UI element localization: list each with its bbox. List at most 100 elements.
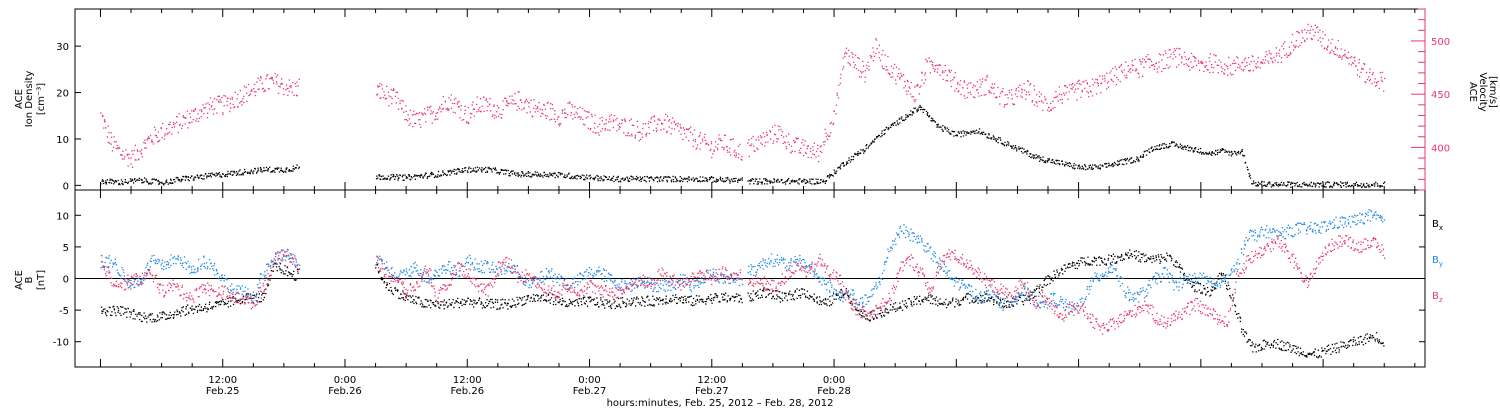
bx-point — [102, 310, 104, 313]
velocity-point — [177, 131, 179, 134]
velocity-point — [682, 138, 684, 141]
density-point — [1025, 151, 1028, 153]
velocity-point — [677, 122, 679, 125]
bx-point — [583, 302, 586, 304]
bx-point — [1114, 262, 1116, 264]
bx-point — [561, 303, 563, 305]
velocity-point — [695, 148, 697, 150]
bx-point — [440, 301, 442, 303]
bx-point — [982, 294, 984, 297]
velocity-point — [517, 105, 519, 108]
velocity-point — [1314, 24, 1316, 26]
velocity-point — [570, 114, 572, 116]
density-point — [570, 177, 572, 179]
bx-point — [109, 306, 111, 309]
velocity-point — [968, 82, 970, 84]
density-point — [1231, 151, 1233, 153]
velocity-point — [894, 79, 897, 81]
density-point — [1072, 167, 1074, 169]
velocity-point — [456, 103, 458, 105]
density-point — [1273, 185, 1275, 187]
bx-point — [981, 301, 984, 303]
density-point — [1119, 159, 1121, 162]
velocity-point — [493, 117, 495, 119]
velocity-point — [1301, 29, 1303, 32]
density-point — [1112, 165, 1114, 168]
bx-point — [659, 297, 661, 299]
bx-point — [1247, 339, 1250, 341]
velocity-point — [1297, 46, 1299, 48]
bx-point — [662, 299, 664, 302]
velocity-point — [1244, 66, 1246, 68]
density-point — [1185, 146, 1187, 148]
density-point — [1152, 149, 1154, 152]
bx-point — [548, 299, 550, 302]
velocity-point — [853, 66, 855, 68]
velocity-point — [599, 123, 601, 125]
bx-point — [398, 297, 400, 299]
velocity-point — [279, 86, 281, 88]
density-point — [662, 180, 664, 182]
velocity-point — [982, 78, 984, 80]
velocity-point — [1068, 84, 1071, 86]
velocity-point — [442, 96, 444, 98]
bx-point — [108, 306, 110, 308]
density-point — [1359, 185, 1361, 187]
velocity-point — [842, 57, 844, 59]
bx-point — [245, 298, 247, 300]
velocity-point — [610, 120, 612, 123]
bx-point — [590, 300, 592, 302]
velocity-point — [818, 160, 820, 163]
density-point — [1135, 158, 1138, 161]
velocity-point — [864, 70, 866, 72]
bx-point — [423, 305, 425, 308]
density-point — [828, 177, 831, 179]
velocity-point — [972, 96, 975, 98]
bx-point — [473, 306, 475, 308]
bx-point — [466, 300, 468, 302]
bx-point — [284, 273, 286, 275]
velocity-point — [486, 101, 489, 103]
density-point — [1089, 164, 1091, 166]
density-point — [418, 175, 421, 177]
velocity-point — [1282, 43, 1285, 45]
bx-point — [526, 298, 529, 300]
density-point — [873, 141, 875, 143]
bx-point — [262, 292, 264, 295]
density-point — [881, 130, 883, 132]
bx-point — [227, 306, 229, 308]
density-point — [908, 114, 911, 116]
bx-point — [582, 298, 584, 300]
density-point — [1213, 152, 1215, 154]
velocity-point — [551, 118, 553, 120]
density-point — [1132, 161, 1134, 164]
velocity-point — [1168, 49, 1170, 51]
density-point — [543, 174, 545, 177]
density-point — [763, 178, 765, 180]
bx-point — [1080, 257, 1082, 259]
velocity-point — [1242, 70, 1244, 72]
density-point — [1228, 150, 1230, 153]
bx-point — [1229, 295, 1231, 297]
density-point — [102, 180, 105, 182]
velocity-point — [847, 49, 850, 51]
density-point — [777, 178, 779, 180]
bx-point — [241, 301, 243, 304]
density-point — [693, 180, 695, 182]
density-point — [529, 172, 531, 174]
velocity-point — [747, 142, 749, 144]
velocity-point — [1296, 30, 1298, 33]
velocity-point — [587, 116, 589, 118]
bx-point — [149, 319, 151, 321]
velocity-point — [261, 82, 263, 85]
bx-point — [1144, 261, 1146, 263]
velocity-point — [260, 77, 262, 79]
velocity-point — [1033, 85, 1035, 87]
velocity-point — [618, 126, 621, 128]
density-point — [1139, 155, 1142, 157]
density-point — [429, 175, 431, 177]
velocity-point — [209, 97, 212, 99]
density-point — [997, 138, 999, 140]
bx-point — [723, 294, 726, 296]
bx-point — [1211, 289, 1214, 291]
